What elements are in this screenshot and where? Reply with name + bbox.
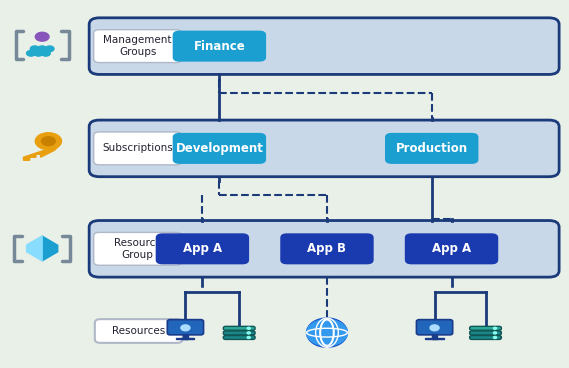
Circle shape xyxy=(430,325,439,331)
FancyBboxPatch shape xyxy=(94,132,182,165)
FancyBboxPatch shape xyxy=(224,331,255,335)
Ellipse shape xyxy=(307,318,347,347)
Circle shape xyxy=(35,32,49,41)
FancyBboxPatch shape xyxy=(224,326,255,330)
Polygon shape xyxy=(27,236,57,255)
Circle shape xyxy=(38,46,47,52)
FancyBboxPatch shape xyxy=(224,336,255,339)
FancyBboxPatch shape xyxy=(405,233,498,264)
Circle shape xyxy=(42,137,55,146)
Circle shape xyxy=(30,46,39,52)
Circle shape xyxy=(247,327,250,329)
Text: App A: App A xyxy=(183,242,222,255)
FancyBboxPatch shape xyxy=(469,331,501,335)
Text: App B: App B xyxy=(307,242,347,255)
FancyBboxPatch shape xyxy=(469,326,501,330)
Circle shape xyxy=(247,332,250,334)
FancyBboxPatch shape xyxy=(94,30,182,63)
Text: App A: App A xyxy=(432,242,471,255)
Text: Resources: Resources xyxy=(112,326,166,336)
FancyBboxPatch shape xyxy=(89,18,559,74)
Text: Production: Production xyxy=(395,142,468,155)
FancyBboxPatch shape xyxy=(469,336,501,339)
FancyBboxPatch shape xyxy=(172,133,266,164)
Bar xyxy=(183,335,188,339)
Text: Resource
Group: Resource Group xyxy=(114,238,162,260)
FancyBboxPatch shape xyxy=(89,120,559,177)
Text: Subscriptions: Subscriptions xyxy=(102,144,173,153)
FancyBboxPatch shape xyxy=(172,31,266,62)
FancyBboxPatch shape xyxy=(281,233,374,264)
FancyBboxPatch shape xyxy=(385,133,479,164)
Circle shape xyxy=(34,50,43,56)
Circle shape xyxy=(27,50,35,56)
FancyBboxPatch shape xyxy=(95,319,183,343)
Polygon shape xyxy=(23,145,59,160)
FancyBboxPatch shape xyxy=(94,232,182,265)
FancyBboxPatch shape xyxy=(89,220,559,277)
Bar xyxy=(426,338,444,339)
FancyBboxPatch shape xyxy=(417,320,453,335)
Circle shape xyxy=(307,319,347,346)
Circle shape xyxy=(493,332,497,334)
FancyBboxPatch shape xyxy=(156,233,249,264)
Circle shape xyxy=(493,336,497,339)
Circle shape xyxy=(181,325,190,331)
Circle shape xyxy=(42,50,50,56)
FancyBboxPatch shape xyxy=(167,320,204,335)
Text: Finance: Finance xyxy=(193,40,245,53)
Circle shape xyxy=(493,327,497,329)
Circle shape xyxy=(46,46,54,52)
Circle shape xyxy=(247,336,250,339)
Bar xyxy=(432,335,437,339)
Bar xyxy=(176,338,195,339)
Text: Management
Groups: Management Groups xyxy=(104,35,172,57)
Polygon shape xyxy=(42,236,57,261)
Text: Development: Development xyxy=(175,142,263,155)
Circle shape xyxy=(35,133,61,150)
Polygon shape xyxy=(27,236,42,261)
